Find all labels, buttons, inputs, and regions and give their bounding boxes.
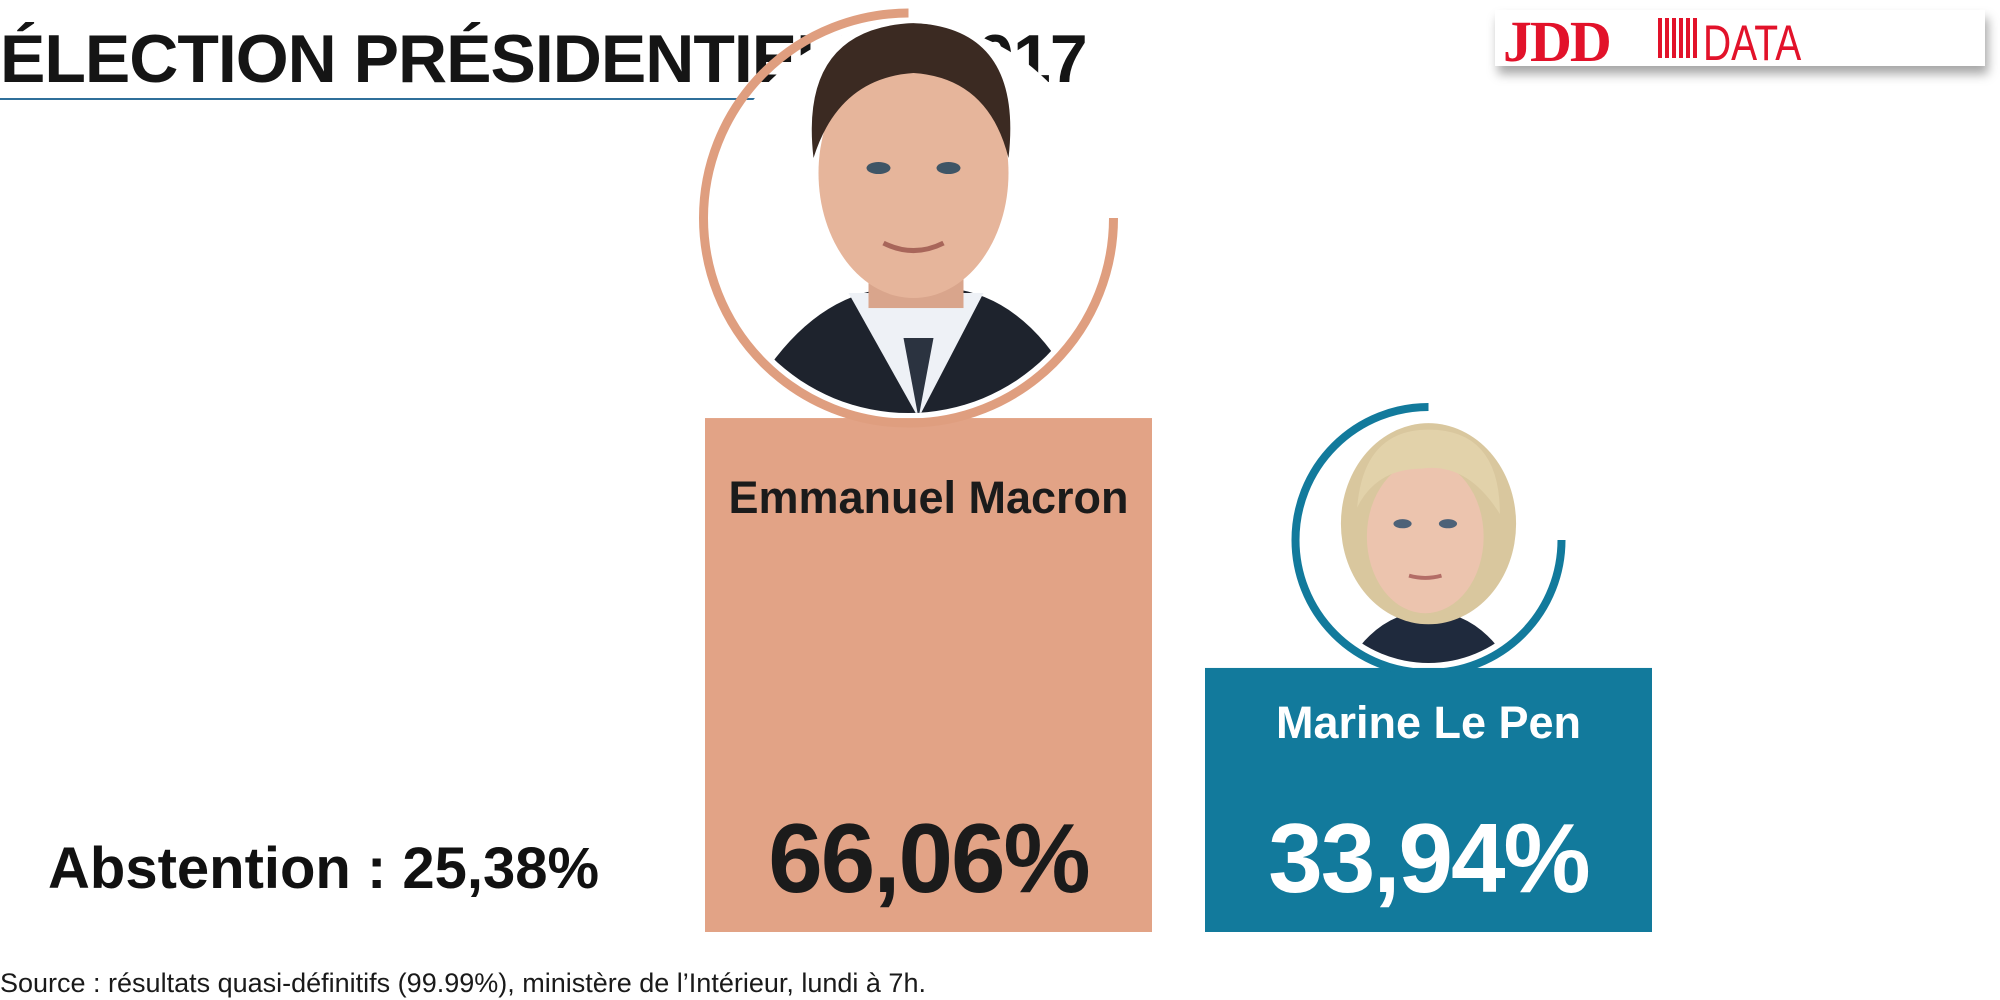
logo-brand: JDD: [1503, 9, 1612, 74]
woman-portrait: [1305, 416, 1552, 663]
source-note: Source : résultats quasi-définitifs (99.…: [0, 968, 926, 998]
bar-marine-le-pen: [1205, 667, 1652, 932]
candidate-name-marine-le-pen: Marine Le Pen: [1276, 697, 1581, 748]
logo-barcode-icon: [1658, 18, 1700, 58]
title-underline: [0, 98, 1034, 100]
bar-emmanuel-macron: [705, 418, 1152, 932]
portrait-marine-le-pen: [1291, 402, 1566, 677]
portrait-ring: [1291, 402, 1566, 677]
value-label-marine-le-pen: 33,94%: [1268, 803, 1588, 913]
abstention-label: Abstention : 25,38%: [48, 836, 600, 901]
man-portrait: [713, 23, 1104, 414]
jdd-data-logo: JDD DATA: [1495, 9, 1985, 74]
portrait-ring: [699, 8, 1118, 428]
value-label-emmanuel-macron: 66,06%: [768, 803, 1088, 913]
candidate-name-emmanuel-macron: Emmanuel Macron: [728, 472, 1128, 523]
logo-suffix: DATA: [1703, 15, 1802, 71]
portrait-emmanuel-macron: [699, 8, 1118, 428]
